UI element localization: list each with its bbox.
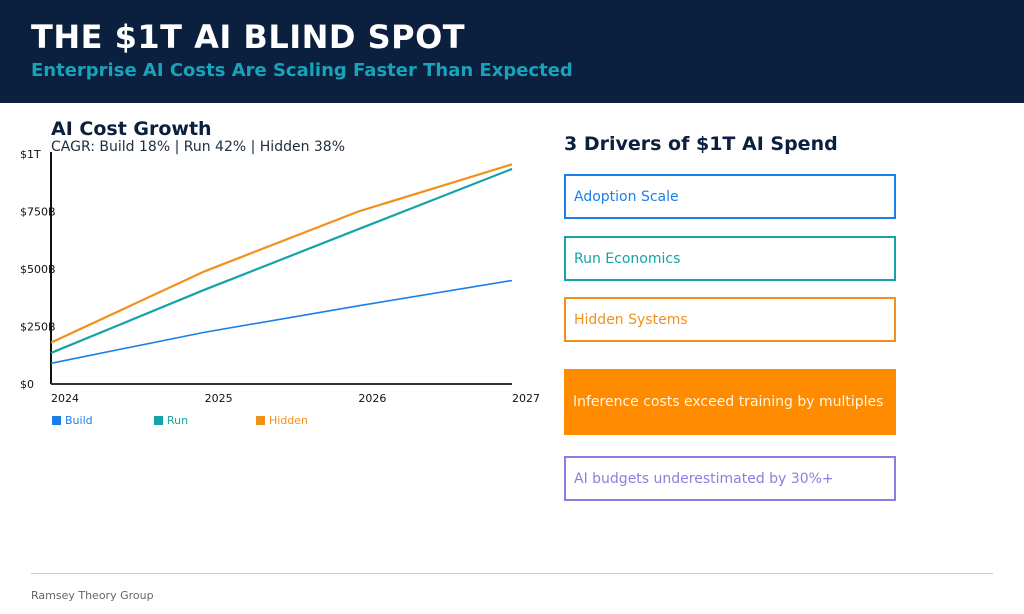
y-tick-label: $250B bbox=[20, 321, 56, 334]
legend-swatch bbox=[256, 416, 265, 425]
series-line-run bbox=[50, 167, 513, 354]
x-tick-label: 2024 bbox=[51, 392, 79, 405]
page-subtitle: Enterprise AI Costs Are Scaling Faster T… bbox=[31, 60, 573, 81]
chart-title: AI Cost Growth bbox=[51, 118, 212, 140]
legend-label: Run bbox=[167, 414, 189, 427]
inference-callout: Inference costs exceed training by multi… bbox=[564, 369, 896, 435]
x-tick-label: 2025 bbox=[205, 392, 233, 405]
legend-swatch bbox=[52, 416, 61, 425]
legend-item-build: Build bbox=[52, 414, 93, 427]
budget-note: AI budgets underestimated by 30%+ bbox=[564, 456, 896, 501]
driver-run-economics: Run Economics bbox=[564, 236, 896, 281]
driver-label: Hidden Systems bbox=[574, 311, 688, 328]
driver-hidden-systems: Hidden Systems bbox=[564, 297, 896, 342]
footer-text: Ramsey Theory Group bbox=[31, 589, 154, 602]
line-chart: $0 $250B $500B $750B $1T 2024 2025 2026 2027 bbox=[20, 148, 540, 405]
x-tick-label: 2027 bbox=[512, 392, 540, 405]
legend-item-run: Run bbox=[154, 414, 188, 427]
chart-subtitle: CAGR: Build 18% | Run 42% | Hidden 38% bbox=[51, 139, 346, 155]
legend-label: Build bbox=[65, 414, 93, 427]
callout-text: Inference costs exceed training by multi… bbox=[573, 394, 884, 410]
x-tick-label: 2026 bbox=[358, 392, 386, 405]
footer-divider bbox=[31, 573, 993, 574]
driver-label: Run Economics bbox=[574, 250, 681, 267]
header-banner: THE $1T AI BLIND SPOT Enterprise AI Cost… bbox=[0, 0, 1024, 103]
series-line-hidden bbox=[50, 163, 513, 344]
legend-label: Hidden bbox=[269, 414, 309, 427]
note-text: AI budgets underestimated by 30%+ bbox=[574, 470, 834, 487]
legend-item-hidden: Hidden bbox=[256, 414, 308, 427]
y-tick-label: $1T bbox=[20, 148, 41, 161]
page-title: THE $1T AI BLIND SPOT bbox=[31, 18, 466, 56]
y-tick-label: $750B bbox=[20, 206, 56, 219]
y-tick-label: $500B bbox=[20, 263, 56, 276]
driver-label: Adoption Scale bbox=[574, 188, 679, 205]
driver-adoption-scale: Adoption Scale bbox=[564, 174, 896, 219]
legend-swatch bbox=[154, 416, 163, 425]
drivers-title: 3 Drivers of $1T AI Spend bbox=[564, 133, 838, 155]
series-line-build bbox=[50, 279, 513, 365]
y-tick-label: $0 bbox=[20, 378, 34, 391]
